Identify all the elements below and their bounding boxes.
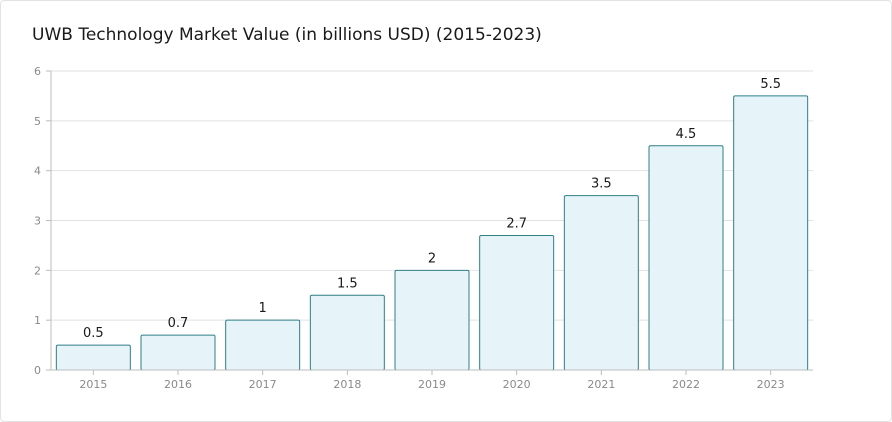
x-tick-label: 2019 xyxy=(418,378,446,391)
x-tick-label: 2018 xyxy=(333,378,361,391)
bar xyxy=(225,319,301,371)
data-label: 0.5 xyxy=(83,326,104,341)
y-tick-label: 2 xyxy=(34,264,41,277)
y-tick-label: 6 xyxy=(34,65,41,78)
y-tick-label: 0 xyxy=(34,364,41,377)
bar xyxy=(563,195,639,371)
data-label: 5.5 xyxy=(760,77,781,92)
bar xyxy=(55,344,131,371)
y-tick-label: 4 xyxy=(34,165,41,178)
bar xyxy=(733,95,809,371)
bar xyxy=(309,294,385,371)
x-tick-label: 2015 xyxy=(79,378,107,391)
data-label: 0.7 xyxy=(168,316,189,331)
x-tick-label: 2017 xyxy=(249,378,277,391)
x-tick-label: 2016 xyxy=(164,378,192,391)
data-label: 1.5 xyxy=(337,276,358,291)
y-tick-label: 1 xyxy=(34,314,41,327)
data-label: 2.7 xyxy=(506,216,527,231)
data-label: 2 xyxy=(428,251,436,266)
bar xyxy=(648,145,724,371)
data-label: 1 xyxy=(259,301,267,316)
y-tick-label: 3 xyxy=(34,215,41,228)
x-tick-label: 2022 xyxy=(672,378,700,391)
bar xyxy=(394,269,470,371)
bar xyxy=(479,234,555,371)
data-label: 4.5 xyxy=(676,127,697,142)
data-label: 3.5 xyxy=(591,177,612,192)
x-tick-label: 2020 xyxy=(503,378,531,391)
y-tick-label: 5 xyxy=(34,115,41,128)
bar xyxy=(140,334,216,371)
chart-title: UWB Technology Market Value (in billions… xyxy=(32,25,542,45)
x-tick-label: 2021 xyxy=(587,378,615,391)
x-tick-label: 2023 xyxy=(757,378,785,391)
